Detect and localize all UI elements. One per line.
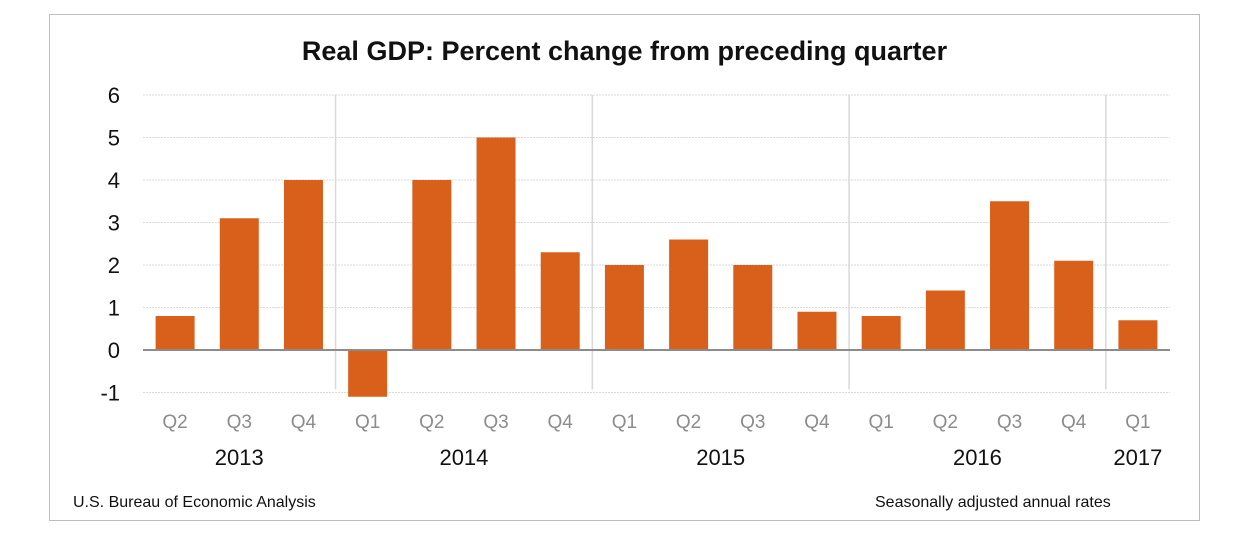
x-tick-label: Q1 (1125, 412, 1150, 433)
bar (219, 218, 259, 350)
bar (476, 137, 516, 350)
bar (797, 311, 837, 350)
x-tick-label: Q2 (676, 412, 701, 433)
x-tick-label: Q4 (804, 412, 830, 433)
bar (540, 252, 580, 350)
chart-title: Real GDP: Percent change from preceding … (301, 36, 948, 66)
x-tick-label: Q2 (419, 412, 444, 433)
bar (1118, 320, 1158, 350)
bar (348, 350, 388, 397)
bar (604, 265, 644, 350)
chart-frame (49, 14, 1200, 521)
bar (733, 265, 773, 350)
bar (925, 290, 965, 350)
bar (412, 180, 452, 350)
bar (861, 316, 901, 350)
y-tick-label: 3 (108, 211, 120, 236)
y-tick-label: 5 (108, 126, 120, 151)
x-tick-label: Q3 (997, 412, 1022, 433)
year-label: 2015 (696, 445, 745, 470)
x-tick-label: Q4 (291, 412, 317, 433)
y-tick-label: -1 (100, 381, 120, 406)
x-tick-label: Q1 (612, 412, 637, 433)
year-label: 2014 (439, 445, 488, 470)
x-tick-label: Q3 (227, 412, 252, 433)
y-tick-label: 1 (108, 296, 120, 321)
bar (283, 180, 323, 350)
year-label: 2013 (215, 445, 264, 470)
y-tick-label: 2 (108, 253, 120, 278)
year-label: 2016 (953, 445, 1002, 470)
x-tick-label: Q3 (483, 412, 508, 433)
x-tick-label: Q4 (1061, 412, 1087, 433)
y-tick-label: 4 (108, 168, 120, 193)
x-tick-label: Q1 (868, 412, 893, 433)
bar (990, 201, 1030, 350)
x-tick-label: Q2 (933, 412, 958, 433)
y-tick-label: 0 (108, 338, 120, 363)
bar (669, 239, 709, 350)
x-tick-label: Q1 (355, 412, 380, 433)
x-tick-label: Q3 (740, 412, 765, 433)
bar (155, 316, 195, 350)
bar (1054, 260, 1094, 350)
y-tick-label: 6 (108, 83, 120, 108)
rates-note: Seasonally adjusted annual rates (875, 494, 1111, 511)
x-tick-label: Q4 (548, 412, 574, 433)
source-note: U.S. Bureau of Economic Analysis (73, 494, 316, 511)
year-label: 2017 (1113, 445, 1162, 470)
x-tick-label: Q2 (162, 412, 187, 433)
